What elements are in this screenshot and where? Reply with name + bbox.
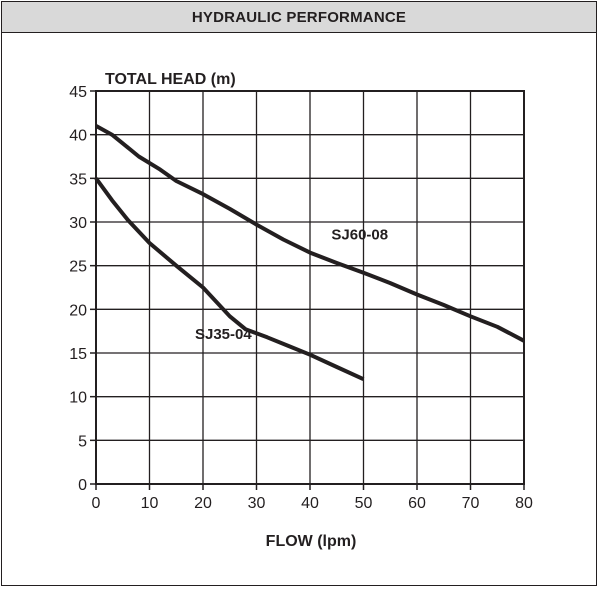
y-tick-label: 5 xyxy=(78,433,87,450)
series-line-sj60-08 xyxy=(95,124,525,343)
y-tick-label: 25 xyxy=(69,259,87,276)
grid-lines xyxy=(95,90,525,485)
series-label-sj35-04: SJ35-04 xyxy=(195,326,252,343)
x-tick-label: 50 xyxy=(355,495,373,512)
y-tick-label: 10 xyxy=(69,390,87,407)
y-tick-label: 15 xyxy=(69,346,87,363)
y-tick-label: 30 xyxy=(69,215,87,232)
x-tick-label: 30 xyxy=(248,495,266,512)
x-tick-label: 70 xyxy=(462,495,480,512)
y-tick-label: 35 xyxy=(69,171,87,188)
series-line-sj35-04 xyxy=(94,177,365,382)
series-labels: SJ60-08 SJ35-04 xyxy=(195,226,388,343)
chart-header: HYDRAULIC PERFORMANCE xyxy=(2,2,596,33)
x-tick-label: 0 xyxy=(92,495,101,512)
y-tick-label: 40 xyxy=(69,128,87,145)
y-tick-label: 45 xyxy=(69,84,87,101)
x-tick-label: 40 xyxy=(301,495,319,512)
x-tick-label: 60 xyxy=(408,495,426,512)
y-tick-label: 20 xyxy=(69,302,87,319)
series-label-sj60-08: SJ60-08 xyxy=(331,226,388,243)
y-tick-label: 0 xyxy=(78,477,87,494)
x-tick-label: 20 xyxy=(194,495,212,512)
y-axis-label: TOTAL HEAD (m) xyxy=(105,71,236,88)
series-lines xyxy=(94,124,525,382)
axes xyxy=(90,90,525,490)
tick-labels: 0 5 10 15 20 25 30 35 40 45 0 10 20 30 40 50 60 70 80 xyxy=(69,84,533,512)
x-tick-label: 10 xyxy=(141,495,159,512)
x-axis-label: FLOW (lpm) xyxy=(266,533,357,550)
x-tick-label: 80 xyxy=(515,495,533,512)
